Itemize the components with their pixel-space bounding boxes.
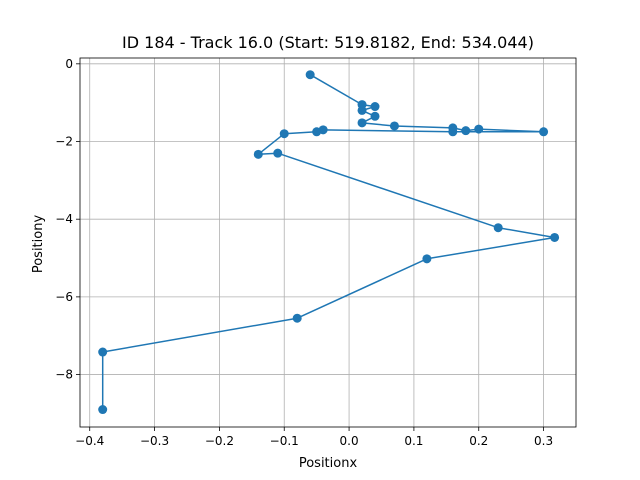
series-track [98,70,560,415]
y-axis-ticks: 0 −2 −4 −6 −8 [55,57,80,382]
data-point [461,126,471,136]
x-tick-label: −0.3 [140,434,169,448]
data-point [253,149,263,159]
x-tick-label: −0.1 [270,434,299,448]
data-point [312,127,322,137]
data-point [98,405,108,415]
y-tick-label: 0 [65,57,73,71]
data-point [448,127,458,137]
data-point [370,102,380,112]
data-point [357,105,367,115]
y-tick-label: −2 [55,135,73,149]
y-tick-label: −6 [55,290,73,304]
x-tick-label: −0.4 [75,434,104,448]
data-point [474,124,484,134]
data-point [539,127,549,137]
x-tick-label: −0.2 [205,434,234,448]
y-axis-label: Positiony [31,215,46,274]
x-axis-label: Positionx [299,456,358,471]
y-tick-label: −8 [55,368,73,382]
data-point [357,118,367,128]
x-tick-label: 0.3 [534,434,553,448]
series-line [101,74,556,410]
data-point [493,223,503,233]
data-point [370,111,380,121]
data-point [279,129,289,139]
grid-lines [80,58,576,427]
plot-frame [79,57,577,428]
chart-title: ID 184 - Track 16.0 (Start: 519.8182, En… [122,33,534,52]
x-axis-ticks: −0.4 −0.3 −0.2 −0.1 0.0 0.1 0.2 0.3 [75,427,553,448]
data-point [550,232,560,242]
data-point [389,121,399,131]
data-point [292,313,302,323]
data-point [305,70,315,80]
data-point [422,254,432,264]
x-tick-label: 0.0 [340,434,359,448]
data-point [273,148,283,158]
x-tick-label: 0.2 [469,434,488,448]
x-tick-label: 0.1 [404,434,423,448]
y-tick-label: −4 [55,212,73,226]
data-point [98,347,108,357]
